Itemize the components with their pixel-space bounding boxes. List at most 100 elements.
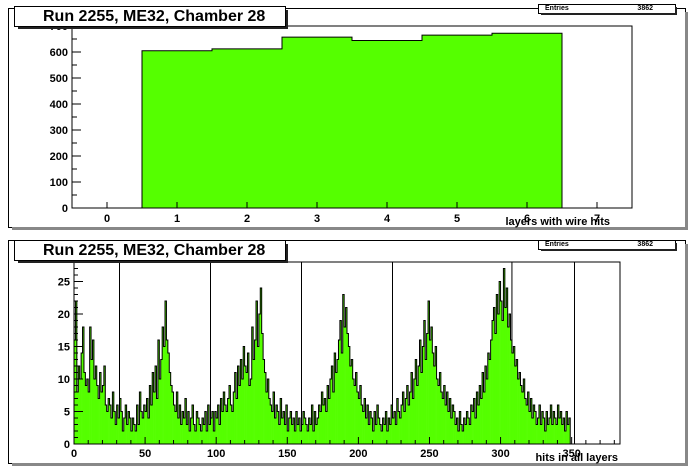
bottom-bin xyxy=(136,405,139,444)
bottom-bin xyxy=(463,418,466,444)
bottom-bin xyxy=(246,372,248,444)
bottom-bin xyxy=(553,411,555,444)
bottom-bin xyxy=(213,431,216,444)
bottom-bin xyxy=(339,320,342,444)
bottom-bin xyxy=(217,405,220,444)
bottom-bin xyxy=(206,431,208,444)
bottom-bin xyxy=(244,366,247,444)
bottom-bin xyxy=(408,405,410,444)
bottom-bin xyxy=(554,418,557,444)
bottom-bin xyxy=(470,405,473,444)
bottom-bin xyxy=(415,359,417,444)
bottom-bin xyxy=(440,392,443,444)
bottom-bin xyxy=(236,398,238,444)
bottom-bin xyxy=(132,418,135,444)
bottom-bin xyxy=(264,372,267,444)
bottom-bin xyxy=(497,314,500,444)
bottom-y-tick-label: 15 xyxy=(58,342,70,354)
bottom-bin xyxy=(301,424,304,444)
bottom-bin xyxy=(493,307,496,444)
bottom-bin xyxy=(496,294,499,444)
bottom-bin xyxy=(177,418,180,444)
bottom-bin xyxy=(99,372,102,444)
bottom-bin xyxy=(231,411,234,444)
bottom-bin xyxy=(291,424,294,444)
bottom-bin xyxy=(321,392,324,444)
top-y-tick-label: 500 xyxy=(50,73,68,85)
bottom-bin xyxy=(361,405,363,444)
bottom-bin xyxy=(527,392,530,444)
bottom-bin xyxy=(445,405,447,444)
bottom-bin xyxy=(349,366,352,444)
bottom-bin xyxy=(511,353,514,444)
bottom-bin xyxy=(362,411,365,444)
bottom-bin xyxy=(137,424,140,444)
bottom-bin xyxy=(432,353,435,444)
bottom-x-tick-label: 100 xyxy=(207,448,225,460)
bottom-bin xyxy=(382,418,385,444)
bottom-bin xyxy=(391,405,393,444)
bottom-x-tick-label: 300 xyxy=(491,448,509,460)
bottom-bin xyxy=(540,424,543,444)
bottom-bin xyxy=(412,398,415,444)
bottom-bin xyxy=(308,418,311,444)
bottom-bin xyxy=(311,405,314,444)
bottom-bin xyxy=(534,411,537,444)
bottom-bin xyxy=(523,379,526,444)
top-stats-label: Entries xyxy=(545,5,569,12)
bottom-bin xyxy=(85,385,88,444)
bottom-bin xyxy=(402,392,405,444)
bottom-bin xyxy=(529,411,531,444)
bottom-bin xyxy=(519,372,521,444)
bottom-bin xyxy=(385,411,388,444)
bottom-bin xyxy=(312,431,315,444)
bottom-bin xyxy=(455,424,457,444)
bottom-bin xyxy=(338,340,341,444)
bottom-bin xyxy=(219,424,221,444)
top-stats-value: 3862 xyxy=(637,5,653,12)
bottom-bin xyxy=(118,418,120,444)
bottom-bin xyxy=(331,366,334,444)
bottom-bin xyxy=(376,405,379,444)
bottom-bin xyxy=(204,411,207,444)
bottom-bin xyxy=(96,385,99,444)
bottom-bin xyxy=(520,385,523,444)
bottom-bin xyxy=(110,418,113,444)
bottom-bin xyxy=(395,424,398,444)
bottom-bin xyxy=(487,353,490,444)
bottom-bin xyxy=(335,372,338,444)
bottom-bin xyxy=(108,398,110,444)
bottom-bin xyxy=(234,372,237,444)
bottom-bin xyxy=(416,385,419,444)
top-x-tick-label: 5 xyxy=(454,213,460,225)
bottom-bin xyxy=(425,359,427,444)
bottom-bin xyxy=(530,398,533,444)
bottom-bin xyxy=(133,424,136,444)
bottom-bin xyxy=(347,333,349,444)
bottom-bin xyxy=(446,392,449,444)
bottom-bin xyxy=(489,359,491,444)
bottom-bin xyxy=(557,405,560,444)
bottom-bin xyxy=(166,340,169,444)
bottom-y-tick-label: 10 xyxy=(58,374,70,386)
bottom-bin xyxy=(179,405,181,444)
bottom-stats-box: Entries 3862 xyxy=(538,240,677,251)
bottom-bin xyxy=(199,424,201,444)
bottom-bin xyxy=(389,424,392,444)
bottom-x-tick-label: 50 xyxy=(139,448,151,460)
top-x-tick-label: 1 xyxy=(174,213,180,225)
bottom-bin xyxy=(98,398,100,444)
bottom-bin xyxy=(359,385,362,444)
bottom-x-tick-label: 150 xyxy=(278,448,296,460)
bottom-bin xyxy=(294,431,297,444)
bottom-bin xyxy=(209,424,211,444)
bottom-bin xyxy=(426,333,429,444)
bottom-bin xyxy=(120,411,123,444)
bottom-bin xyxy=(436,379,439,444)
bottom-bin xyxy=(135,431,137,444)
bottom-bin xyxy=(265,392,268,444)
bottom-bin xyxy=(273,392,275,444)
bottom-bin xyxy=(147,418,150,444)
bottom-bin xyxy=(83,372,86,444)
bottom-bin xyxy=(439,372,442,444)
